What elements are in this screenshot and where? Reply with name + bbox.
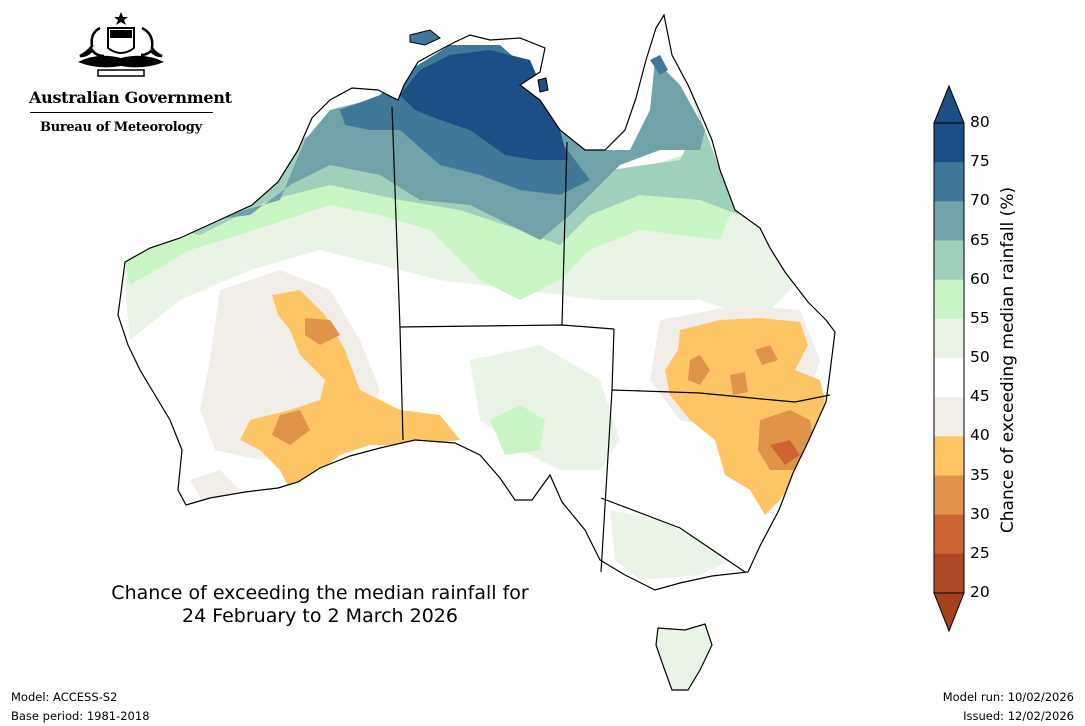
zone-55-vic	[610, 510, 730, 580]
zone-35-sa	[272, 410, 310, 445]
zone-35-wa	[305, 318, 340, 345]
colorbar-tick-label: 45	[970, 387, 990, 406]
zone-35-nsw	[758, 410, 815, 470]
colorbar-tick-label: 65	[970, 230, 990, 249]
issued-date: Issued: 12/02/2026	[963, 709, 1074, 723]
colorbar-tick-label: 20	[970, 583, 990, 601]
bureau-wordmark: Bureau of Meteorology	[40, 120, 202, 135]
colorbar-tick-label: 30	[970, 504, 990, 523]
zone-75-cape	[650, 55, 668, 75]
base-period: Base period: 1981-2018	[11, 709, 150, 723]
colorbar-tick-label: 60	[970, 269, 990, 288]
model-name: Model: ACCESS-S2	[11, 690, 118, 704]
groote-eylandt	[537, 77, 549, 93]
colorbar-tick-label: 75	[970, 152, 990, 171]
zone-35-qld	[688, 345, 778, 395]
colorbar-tick-label: 35	[970, 465, 990, 484]
colorbar-label-text: Chance of exceeding median rainfall (%)	[998, 186, 1018, 534]
colorbar-tick-label: 40	[970, 426, 990, 445]
government-wordmark: Australian Government	[29, 88, 232, 107]
state-borders	[391, 106, 831, 573]
zone-45-sw	[190, 470, 240, 505]
melville-island	[409, 29, 441, 46]
colorbar-tick-label: 80	[970, 113, 990, 131]
map-title-line2: 24 February to 2 March 2026	[181, 605, 458, 627]
zone-60-sa	[490, 405, 545, 455]
australia-coastline	[117, 13, 836, 591]
zone-80	[400, 50, 568, 160]
model-run-date: Model run: 10/02/2026	[942, 690, 1074, 704]
logo-divider	[30, 112, 213, 113]
colorbar-tick-label: 55	[970, 308, 990, 327]
colorbar-tick-label: 25	[970, 543, 990, 562]
colorbar-tick-label: 70	[970, 191, 990, 210]
tasmania	[655, 623, 713, 691]
colorbar-tick-label: 50	[970, 348, 990, 366]
zone-30-nsw	[770, 440, 800, 465]
map-title-line1: Chance of exceeding the median rainfall …	[111, 582, 529, 604]
